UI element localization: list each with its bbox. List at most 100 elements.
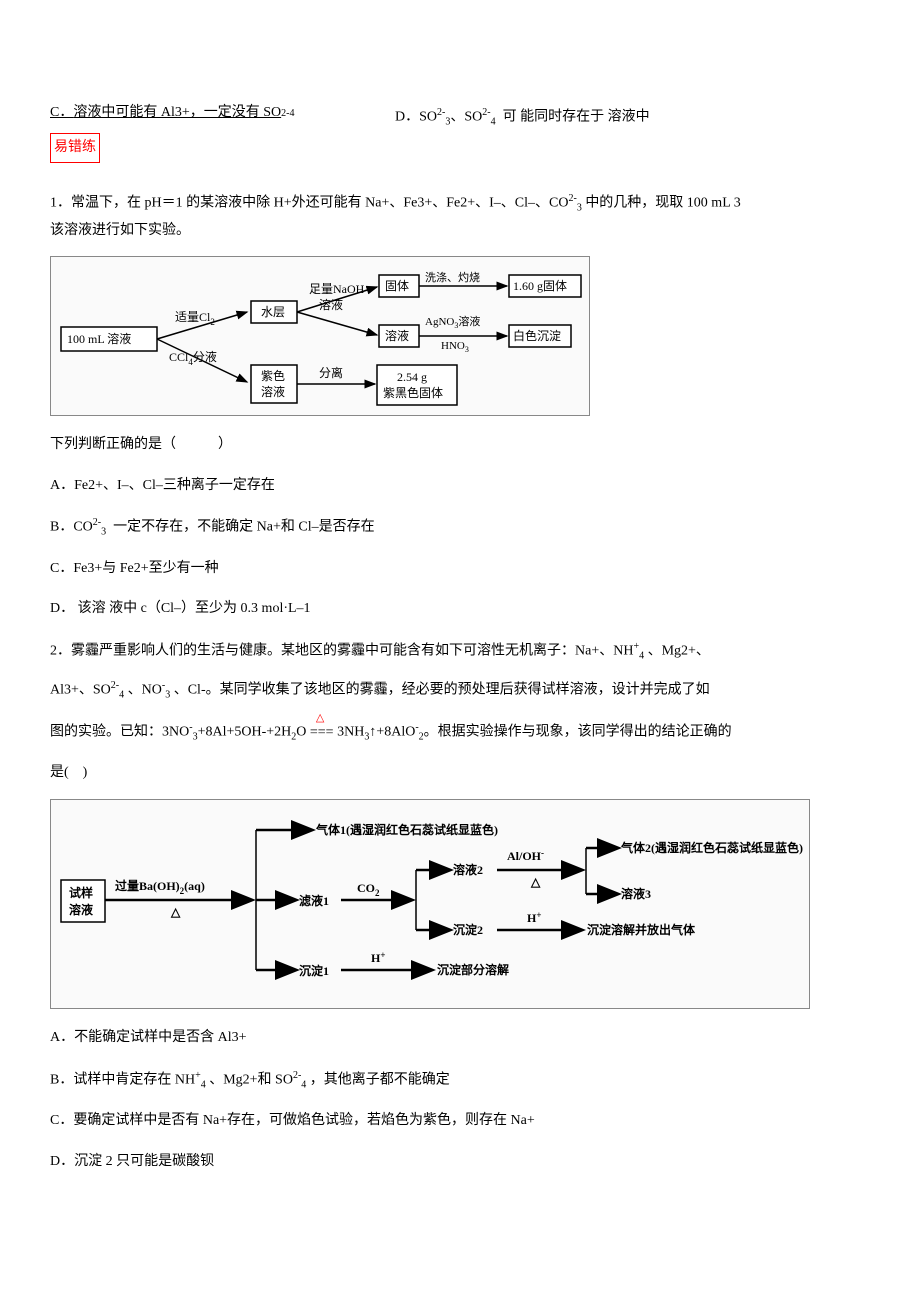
q2-optC: C．要确定试样中是否有 Na+存在，可做焰色试验，若焰色为紫色，则存在 Na+ [50,1108,870,1135]
d1-hno3s: 3 [465,345,469,354]
d2-soln3: 溶液3 [621,886,651,901]
q1-prompt: 下列判断正确的是（ ） [50,432,870,459]
q1-optD: D． 该溶 液中 c（Cl–）至少为 0.3 mol·L–1 [50,596,870,623]
d1-hno3: HNO [441,340,465,352]
d2-gas2: 气体2(遇湿润红色石蕊试纸显蓝色) [620,840,803,855]
q2-s1a: 2．雾霾严重影响人们的生活与健康。某地区的雾霾中可能含有如下可溶性无机离子：Na… [50,644,633,659]
d2-delta1: △ [170,905,181,919]
d1-ccl4: CCl [169,350,189,364]
q1-optB-sup: 2- [93,517,101,528]
d2-filtr1: 滤液1 [299,893,329,908]
q1-stem1-tail: 中的几种，现取 100 mL 3 [585,196,740,211]
q7-optD-sub2: 4 [491,116,496,127]
q1-stem1-sup: 2- [568,193,576,204]
d1-sep: 分离 [319,365,343,380]
q1-stem-line1: 1．常温下，在 pH＝1 的某溶液中除 H+外还可能有 Na+、Fe3+、Fe2… [50,189,870,217]
d1-mass: 2.54 g [397,370,427,384]
d2-co2s: 2 [375,888,380,898]
q7-optD-tail: 可 能同时存在于 溶液中 [503,110,650,125]
q2-s1b: 、Mg2+、 [648,644,710,659]
q2-optB-b: 、Mg2+和 SO [209,1072,293,1087]
d2-hp1s: + [536,910,541,920]
q1-optB-a: B．CO [50,520,93,535]
q2-stem-line4: 是( ) [50,760,870,787]
q2-s2b: 、NO [128,682,162,697]
d2-aloh: Al/OH [507,849,542,863]
d2-sample1: 试样 [69,885,93,900]
q1-stem1-a: 1．常温下，在 pH＝1 的某溶液中除 H+外还可能有 Na+、Fe3+、Fe2… [50,196,568,211]
d1-white: 白色沉淀 [513,328,561,343]
d2-sample2: 溶液 [69,902,93,917]
q2-optB-sub1: 4 [201,1079,206,1090]
q7-optD-sup2: 2- [482,107,490,118]
q1-optB-b: 一定不存在，不能确定 Na+和 Cl–是否存在 [113,520,374,535]
q2-stem-line3: 图的实验。已知：3NO-3+8Al+5OH-+2H2O △=== 3NH3↑+8… [50,718,870,746]
d1-solid: 固体 [385,279,409,293]
d1-agno3b: 溶液 [458,314,480,328]
q1-optA: A．Fe2+、I–、Cl–三种离子一定存在 [50,473,870,500]
svg-text:Al/OH-: Al/OH- [507,848,544,863]
svg-text:AgNO3溶液: AgNO3溶液 [425,314,480,330]
d1-aq: 水层 [261,305,285,319]
svg-text:过量Ba(OH)2(aq): 过量Ba(OH)2(aq) [115,878,205,896]
d2-gas1: 气体1(遇湿润红色石蕊试纸显蓝色) [315,822,498,837]
d1-p2: 溶液 [261,384,285,399]
q2-s2c: 、Cl-。某同学收集了该地区的雾霾，经必要的预处理后获得试样溶液，设计并完成了如 [174,682,710,697]
d2-co2: CO [357,881,375,895]
d2-ppt1: 沉淀1 [299,963,329,978]
q2-s1sub: 4 [639,651,644,662]
q7-optD-a: D．SO [395,110,437,125]
d2-baohb: (aq) [184,879,205,893]
q1-optB: B．CO2-3 一定不存在，不能确定 Na+和 Cl–是否存在 [50,513,870,541]
svg-text:HNO3: HNO3 [441,340,469,354]
q2-s2a: Al3+、SO [50,682,111,697]
q2-optB-sub2: 4 [301,1079,306,1090]
q2-optB-a: B．试样中肯定存在 NH [50,1072,195,1087]
q2-s2sub1: 4 [119,689,124,700]
d1-pbsolid: 紫黑色固体 [383,386,443,400]
d2-hp2s: + [380,950,385,960]
q2-optB-c: ，其他离子都不能确定 [310,1072,450,1087]
svg-text:适量Cl2: 适量Cl2 [175,310,215,327]
q2-s3a: 图的实验。已知：3NO [50,725,189,740]
q7-optC-sup: 2- [281,104,289,123]
q2-s3e: ↑+8AlO [369,725,415,740]
q7-option-d: D．SO2-3、SO2-4 可 能同时存在于 溶液中 [395,103,650,131]
q2-stem-line1: 2．雾霾严重影响人们的生活与健康。某地区的雾霾中可能含有如下可溶性无机离子：Na… [50,637,870,665]
q2-s3b: +8Al+5OH-+2H [198,725,292,740]
q1-stem-line2: 该溶液进行如下实验。 [50,218,870,245]
q7-optC-sub: 4 [289,104,294,123]
q2-stem-line2: Al3+、SO2-4 、NO-3 、Cl-。某同学收集了该地区的雾霾，经必要的预… [50,676,870,704]
d1-cl2: 适量Cl [175,310,211,324]
svg-text:H+: H+ [527,910,541,925]
d2-ppt2res: 沉淀溶解并放出气体 [587,922,696,937]
q7-optC-text: 溶液中可能有 Al3+，一定没有 SO [73,105,281,120]
q7-optD-mid: 、SO [450,110,482,125]
q2-diagram: 试样 溶液 过量Ba(OH)2(aq) △ 气体1(遇湿润红色石蕊试纸显蓝色) … [50,799,810,1009]
d2-alohs: - [541,848,544,858]
q2-s2sup1: 2- [111,680,119,691]
d1-final: 1.60 g固体 [513,279,567,293]
d1-start: 100 mL 溶液 [67,331,131,346]
q2-s3d: 3NH [337,725,364,740]
q2-s2sub2: 3 [165,689,170,700]
q2-optA: A．不能确定试样中是否含 Al3+ [50,1025,870,1052]
d2-delta2: △ [530,875,541,889]
q2-s3c: O [296,725,306,740]
q2-optD: D．沉淀 2 只可能是碳酸钡 [50,1149,870,1176]
q7-optC-prefix: C． [50,105,73,120]
d2-ppt1res: 沉淀部分溶解 [437,962,509,977]
d1-soln: 溶液 [385,328,409,343]
d1-naoh1: 足量NaOH [309,282,365,296]
d1-naoh2: 溶液 [319,297,343,312]
q2-s3delta: △ [316,708,324,729]
q2-optB: B．试样中肯定存在 NH+4 、Mg2+和 SO2-4 ，其他离子都不能确定 [50,1066,870,1094]
q1-stem1-sub: 3 [577,203,582,214]
q1-optB-sub: 3 [101,527,106,538]
d1-p1: 紫色 [261,369,285,383]
svg-text:CO2: CO2 [357,881,380,898]
q1-diagram: 100 mL 溶液 适量Cl2 CCl4分液 水层 紫色 溶液 足量NaOH 溶… [50,256,590,416]
d1-ccl4b: 分液 [193,349,217,364]
q2-s3f: 。根据实验操作与现象，该同学得出的结论正确的 [424,725,732,740]
svg-text:H+: H+ [371,950,385,965]
